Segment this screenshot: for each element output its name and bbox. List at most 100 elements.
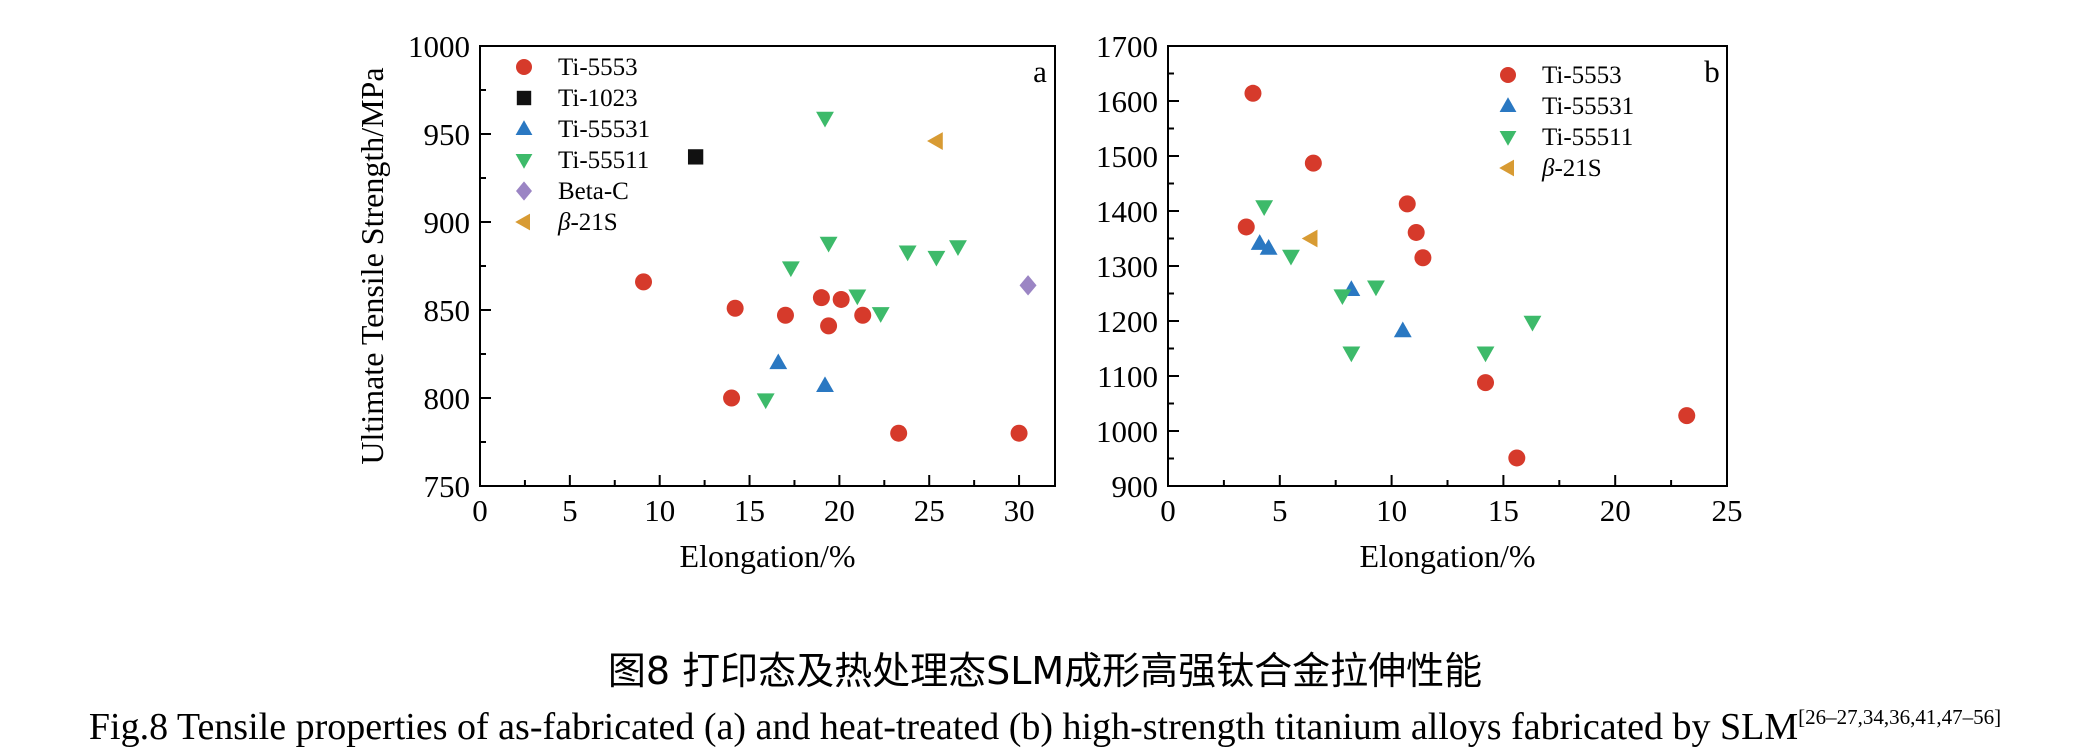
x-tick-label: 25 [1712,493,1743,528]
legend-label-ti-55531: Ti-55531 [558,116,650,143]
legend-marker-beta-21s [515,213,530,231]
y-tick-label: 1000 [408,29,470,64]
figure: 0 5 10 15 20 25 30 750 800 850 900 950 1000 Elongatio… [354,29,1743,574]
x-tick-label: 0 [1160,493,1176,528]
y-tick-label: 800 [424,381,471,416]
x-axis-label: Elongation/% [1360,538,1536,574]
data-point [1237,218,1255,236]
legend-marker-ti-55511 [1499,131,1517,146]
data-point [820,317,838,335]
data-point [1019,275,1037,296]
data-point [769,353,788,370]
data-point [1010,424,1028,442]
legend-label-beta-c: Beta-C [558,178,629,205]
data-point [723,389,741,407]
legend-label-ti-55511: Ti-55511 [558,147,649,174]
figure-caption-english: Fig.8 Tensile properties of as-fabricate… [0,705,2090,749]
y-tick-label: 1300 [1096,249,1158,284]
y-tick-label: 900 [424,205,471,240]
y-tick-label: 1000 [1096,414,1158,449]
legend-marker-ti-5553 [1500,67,1516,83]
series-beta-21s [927,132,943,150]
legend-label-beta-21s: β-21S [1541,155,1602,182]
y-tick-label: 1200 [1096,304,1158,339]
panel-label: b [1704,54,1720,89]
legend-marker-ti-1023 [516,90,532,106]
data-point [1250,234,1269,250]
x-tick-label: 15 [734,493,765,528]
series-beta-21s [1301,229,1318,248]
legend-marker-ti-55531 [1499,97,1517,112]
legend-label-ti-5553: Ti-5553 [1542,62,1622,89]
y-tick-label: 850 [424,293,471,328]
x-tick-label: 20 [1600,493,1631,528]
plot-frame [1167,45,1728,487]
legend-label-beta-symbol: β [557,209,571,236]
series-ti-55531 [769,353,834,393]
data-point [1477,374,1495,392]
x-axis-label: Elongation/% [680,538,856,574]
y-tick-label: 1700 [1096,29,1158,64]
y-tick-label: 1600 [1096,84,1158,119]
x-tick-label: 5 [1272,493,1288,528]
data-point [1414,249,1432,267]
data-point [1523,315,1542,332]
data-point [756,393,775,410]
data-point [1508,449,1526,467]
data-point [854,306,872,324]
data-point [819,236,838,253]
data-point [1304,154,1322,172]
x-tick-label: 10 [644,493,675,528]
data-point [812,289,830,307]
legend: Ti-5553 Ti-1023 Ti-55531 Ti-55511 Beta-C β-21… [515,54,650,236]
x-tick-label: 10 [1376,493,1407,528]
data-point [848,289,867,306]
x-tick-label: 25 [914,493,945,528]
figure-caption-chinese: 图8 打印态及热处理态SLM成形高强钛合金拉伸性能 [607,649,1483,693]
legend-marker-beta-21s [1499,159,1514,177]
chart-panel-a: 0 5 10 15 20 25 30 750 800 850 900 950 1000 Elongatio… [354,29,1056,574]
data-point [776,306,794,324]
data-point [927,250,946,267]
data-point [1244,84,1262,102]
plot-frame [479,45,1056,487]
y-tick-label: 750 [424,469,471,504]
data-point [1333,289,1352,306]
legend-label-ti-1023: Ti-1023 [558,85,638,112]
series-ti-55511 [756,111,967,410]
panel-label: a [1033,54,1047,89]
chart-panel-b: 0 5 10 15 20 25 900 1000 1100 1200 1300 1400 1500 160… [1096,29,1743,574]
data-point [1398,195,1416,213]
data-point [871,307,890,323]
x-tick-label: 15 [1488,493,1519,528]
series-ti-5553 [1237,84,1696,467]
data-point [1282,249,1300,266]
series-beta-c [1019,275,1037,296]
y-tick-label: 950 [424,117,471,152]
x-tick-label: 30 [1004,493,1035,528]
legend-marker-beta-c [516,181,532,201]
data-point [1301,229,1318,248]
x-tick-label: 0 [472,493,488,528]
data-point [898,245,917,262]
legend-label-ti-55531: Ti-55531 [1542,93,1634,120]
legend-label-suffix: -21S [570,209,617,236]
data-point [1476,346,1495,363]
data-point [1255,200,1274,216]
x-tick-label: 5 [562,493,578,528]
series-ti-55531 [1250,234,1412,338]
data-point [1342,346,1361,363]
caption-references: [26–27,34,36,41,47–56] [1798,705,2002,729]
series-ti-5553 [635,273,1028,442]
legend-marker-ti-55531 [515,120,533,135]
data-point [781,261,800,278]
legend-marker-ti-5553 [516,59,532,75]
x-tick-label: 20 [824,493,855,528]
data-point [635,273,653,291]
y-axis-label: Ultimate Tensile Strength/MPa [354,67,390,464]
legend-label-beta-symbol: β [1541,155,1555,182]
legend-label-ti-5553: Ti-5553 [558,54,638,81]
legend-label-beta-21s: β-21S [557,209,618,236]
y-tick-label: 1500 [1096,139,1158,174]
series-ti-1023 [687,149,704,165]
